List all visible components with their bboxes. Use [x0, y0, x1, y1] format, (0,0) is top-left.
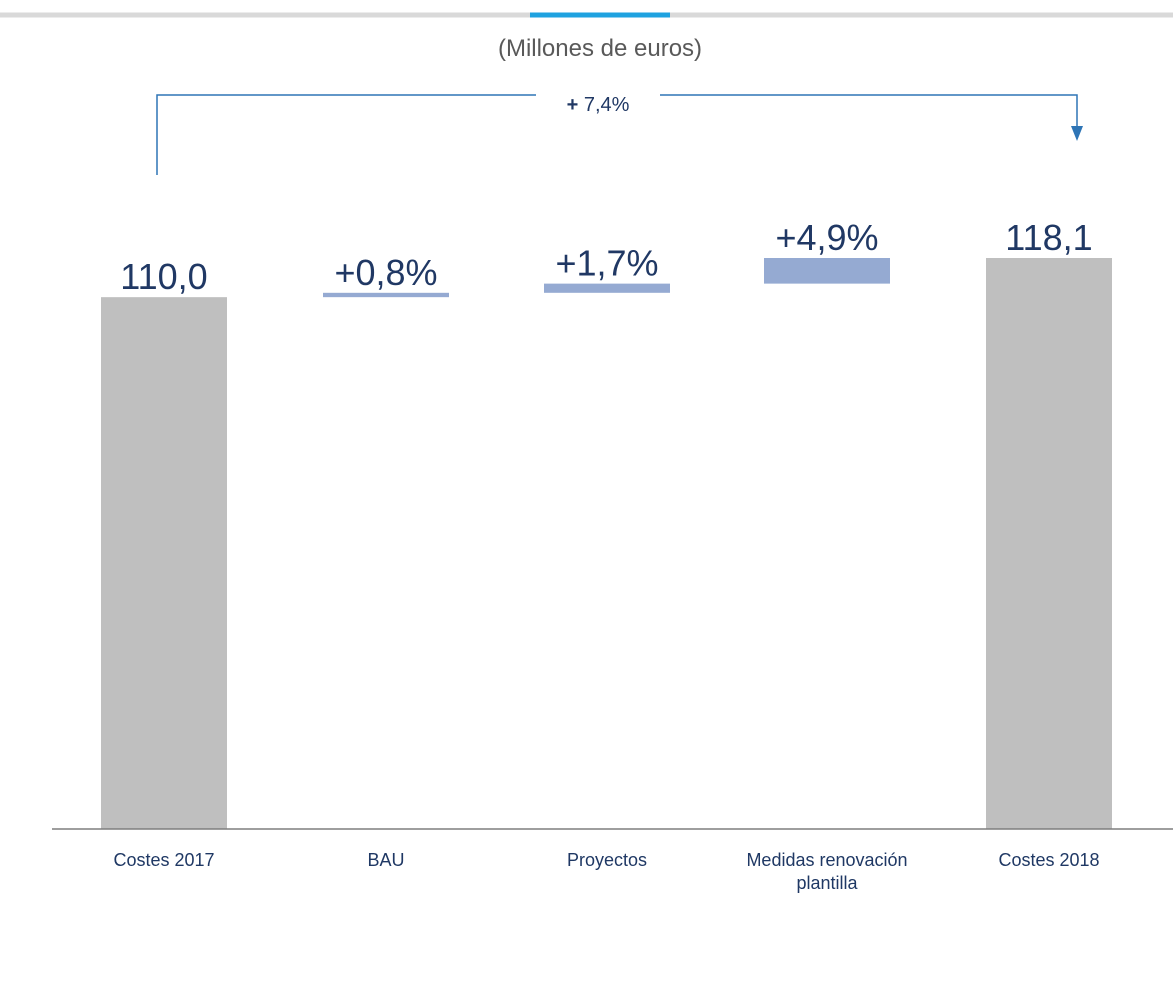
- value-label-bau: +0,8%: [334, 252, 437, 293]
- total-change-label: + 7,4%: [567, 94, 630, 116]
- category-label-bau: BAU: [367, 850, 404, 870]
- value-label-proyectos: +1,7%: [555, 243, 658, 284]
- value-label-medidas-renovacion-plantilla: +4,9%: [775, 217, 878, 258]
- category-label-proyectos: Proyectos: [567, 850, 647, 870]
- bracket-arrow-head: [1071, 126, 1083, 141]
- value-label-costes-2018: 118,1: [1005, 217, 1092, 258]
- value-label-costes-2017: 110,0: [120, 256, 207, 297]
- bar-costes-2017: [101, 297, 227, 829]
- bar-medidas-renovacion-plantilla: [764, 258, 890, 284]
- category-label-costes-2017: Costes 2017: [113, 850, 214, 870]
- total-change-value: 7,4%: [578, 94, 629, 116]
- category-label-medidas-renovacion-plantilla: Medidas renovación plantilla: [746, 850, 907, 893]
- bar-costes-2018: [986, 258, 1112, 829]
- total-change-sign: +: [567, 94, 579, 116]
- total-change-bracket: + 7,4%: [156, 94, 1083, 175]
- bar-bau: [323, 292, 449, 298]
- bracket-left-line: [156, 94, 536, 175]
- bar-proyectos: [544, 283, 670, 293]
- bracket-right-line: [660, 94, 1078, 127]
- chart-subtitle: (Millones de euros): [498, 35, 702, 62]
- category-label-costes-2018: Costes 2018: [998, 850, 1099, 870]
